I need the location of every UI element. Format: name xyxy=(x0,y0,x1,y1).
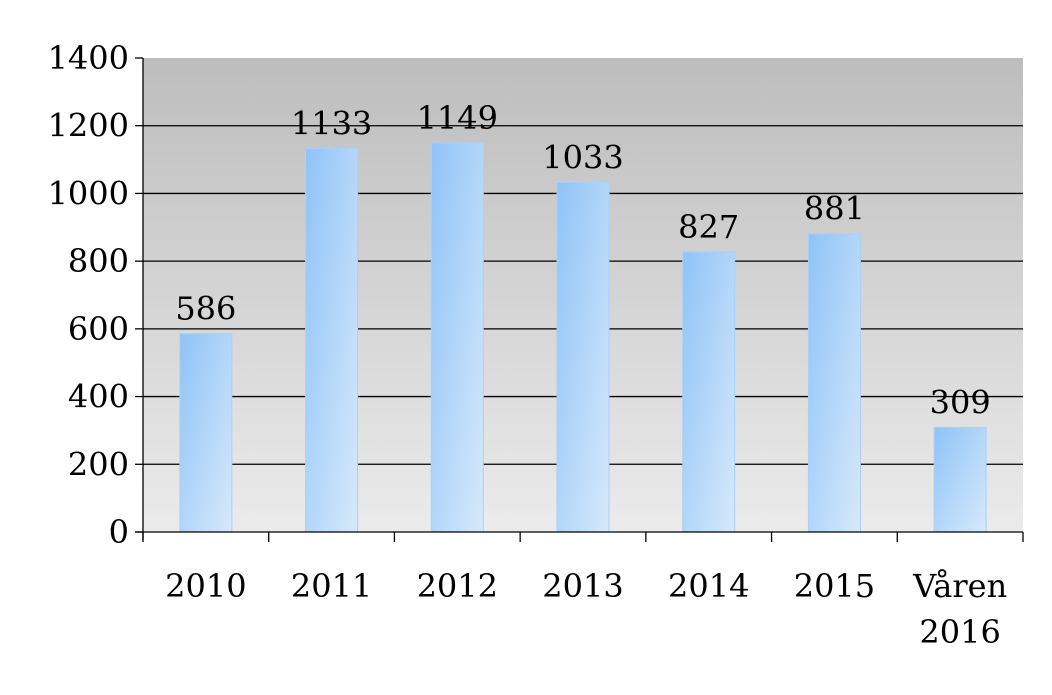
bar xyxy=(933,426,987,533)
y-tick-label: 400 xyxy=(68,378,129,416)
y-tick-label: 200 xyxy=(68,445,129,483)
data-label: 1133 xyxy=(291,104,372,142)
data-label: 1033 xyxy=(542,138,623,176)
x-tick-label: 2015 xyxy=(794,567,875,605)
data-label: 586 xyxy=(175,290,236,328)
bar xyxy=(179,333,233,533)
y-tick-label: 1000 xyxy=(48,174,129,212)
bar xyxy=(556,181,610,533)
x-tick-label: Våren 2016 xyxy=(912,567,1007,651)
x-tick-label: 2013 xyxy=(542,567,623,605)
bar xyxy=(430,142,484,533)
bar xyxy=(682,251,736,533)
y-tick-label: 600 xyxy=(68,310,129,348)
x-tick-label: 2014 xyxy=(668,567,749,605)
y-tick-label: 1200 xyxy=(48,107,129,145)
y-tick-label: 1400 xyxy=(48,39,129,77)
bars xyxy=(179,142,987,533)
labels: 0 200 400 600 800 1000 1200 1400 586 2010 1133 2011… xyxy=(48,39,1008,651)
x-tick-label: 2011 xyxy=(291,567,372,605)
x-tick-label: 2012 xyxy=(417,567,498,605)
x-tick-label: 2010 xyxy=(165,567,246,605)
axes xyxy=(135,57,1024,542)
bar xyxy=(807,233,861,533)
data-label: 881 xyxy=(804,190,865,228)
y-tick-label: 800 xyxy=(68,242,129,280)
data-label: 1149 xyxy=(417,99,498,137)
bar xyxy=(305,147,359,533)
data-label: 827 xyxy=(678,208,739,246)
data-label: 309 xyxy=(930,383,991,421)
y-tick-label: 0 xyxy=(109,513,129,551)
